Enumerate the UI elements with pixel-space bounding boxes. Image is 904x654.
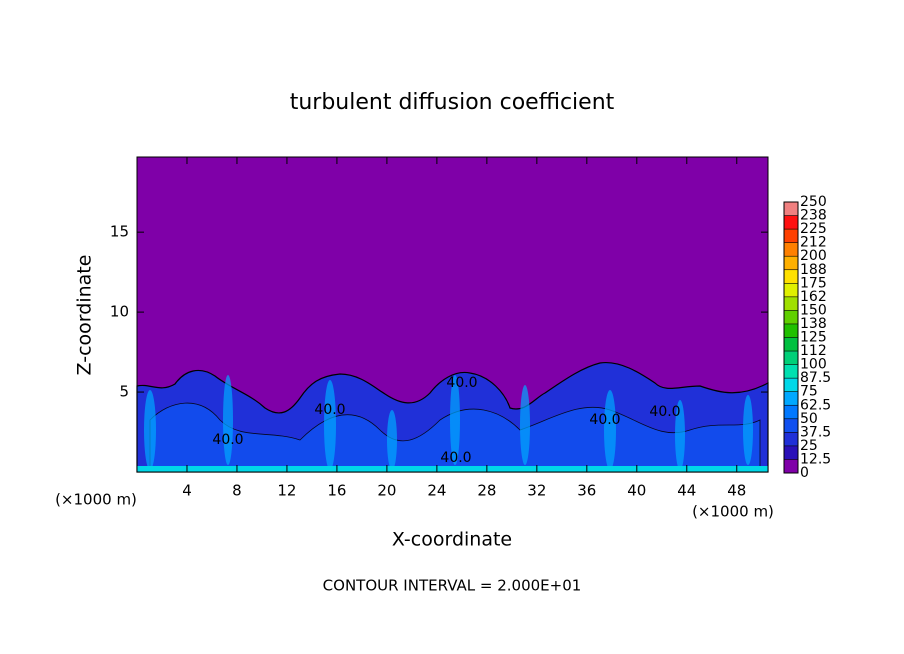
x-tick-label: 44 [677, 482, 696, 500]
x-tick-label: 40 [627, 482, 646, 500]
colorbar-band [784, 242, 798, 257]
x-tick-label: 20 [377, 482, 396, 500]
colorbar-band [784, 269, 798, 284]
colorbar-label: 162 [800, 289, 827, 305]
colorbar-band [784, 418, 798, 433]
contour-label: 40.0 [589, 412, 620, 428]
contour-label: 40.0 [212, 432, 243, 448]
y-tick-label: 5 [119, 383, 129, 401]
colorbar-label: 25 [800, 438, 818, 454]
updraft-streak [324, 380, 336, 470]
colorbar-label: 250 [800, 194, 827, 210]
footer-note: CONTOUR INTERVAL = 2.000E+01 [323, 577, 582, 595]
colorbar-band [784, 391, 798, 406]
plot-frame [136, 156, 769, 473]
colorbar-label: 87.5 [800, 370, 831, 386]
colorbar-label: 50 [800, 411, 818, 427]
colorbar-label: 100 [800, 357, 827, 373]
colorbar-band [784, 445, 798, 460]
colorbar-label: 62.5 [800, 397, 831, 413]
x-tick-label: 28 [477, 482, 496, 500]
colorbar-band [784, 215, 798, 230]
x-tick-label: 24 [427, 482, 446, 500]
colorbar-label: 225 [800, 221, 827, 237]
y-tick-label: 15 [110, 223, 129, 241]
contour-label: 40.0 [649, 404, 680, 420]
colorbar-band [784, 364, 798, 379]
colorbar-band [784, 310, 798, 324]
colorbar-label: 200 [800, 248, 827, 264]
colorbar-label: 212 [800, 235, 827, 251]
colorbar-band [784, 378, 798, 392]
updraft-streak [743, 395, 753, 465]
y-tick-label: 10 [110, 303, 129, 321]
colorbar-label: 125 [800, 330, 827, 346]
colorbar-band [784, 283, 798, 297]
colorbar-band [784, 229, 798, 243]
colorbar-label: 150 [800, 302, 827, 318]
colorbar-label: 112 [800, 343, 827, 359]
x-tick-label: 48 [727, 482, 746, 500]
colorbar-label: 238 [800, 208, 827, 224]
colorbar-band [784, 337, 798, 352]
colorbar-label: 138 [800, 316, 827, 332]
x-tick-label: 32 [527, 482, 546, 500]
colorbar-band [784, 459, 798, 473]
field [136, 156, 769, 473]
colorbar-label: 75 [800, 384, 818, 400]
colorbar-label: 175 [800, 275, 827, 291]
x-unit-label: (×1000 m) [692, 503, 774, 521]
x-tick-label: 8 [232, 482, 242, 500]
updraft-streak [223, 375, 233, 465]
updraft-streak [387, 410, 397, 470]
x-unit-label: (×1000 m) [55, 491, 137, 509]
colorbar-label: 37.5 [800, 424, 831, 440]
colorbar-label: 188 [800, 262, 827, 278]
x-axis-label: X-coordinate [392, 529, 512, 551]
colorbar-label: 0 [800, 465, 809, 481]
x-tick-label: 36 [577, 482, 596, 500]
y-axis-label: Z-coordinate [74, 255, 96, 376]
x-tick-label: 16 [327, 482, 346, 500]
updraft-streak [144, 390, 156, 470]
updraft-streak [675, 400, 685, 470]
colorbar-band [784, 405, 798, 419]
colorbar-band [784, 296, 798, 311]
x-tick-label: 4 [182, 482, 192, 500]
contour-label: 40.0 [314, 402, 345, 418]
colorbar-label: 12.5 [800, 451, 831, 467]
chart-title: turbulent diffusion coefficient [290, 90, 615, 115]
contour-label: 40.0 [446, 375, 477, 391]
updraft-streak [520, 385, 530, 465]
updraft-streak [450, 375, 460, 465]
x-tick-label: 12 [277, 482, 296, 500]
colorbar-band [784, 432, 798, 446]
surface-band [137, 466, 768, 472]
updraft-streak [604, 390, 616, 470]
colorbar-band [784, 351, 798, 365]
colorbar-band [784, 256, 798, 270]
colorbar-band [784, 323, 798, 338]
contour-label: 40.0 [440, 450, 471, 466]
colorbar-band [784, 202, 798, 216]
